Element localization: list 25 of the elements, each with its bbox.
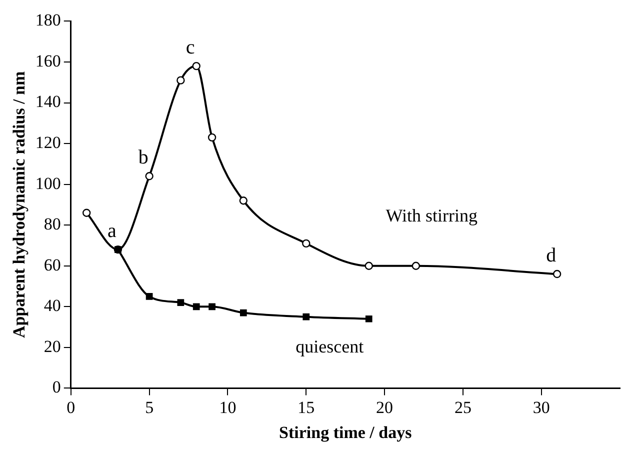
- y-tick-label: 160: [35, 51, 61, 70]
- y-tick-label: 0: [52, 378, 61, 397]
- y-tick-label: 80: [44, 214, 61, 234]
- x-tick-label: 25: [454, 398, 472, 417]
- text: With stirring: [386, 206, 478, 226]
- x-tick-label: 15: [298, 398, 315, 417]
- x-tick-label: 5: [145, 398, 154, 417]
- x-tick-label: 30: [532, 398, 550, 417]
- x-tick-label: 20: [376, 398, 394, 417]
- x-tick-label: 10: [219, 398, 236, 417]
- y-axis-title: Apparent hydrodynamic radius / nm: [10, 71, 29, 338]
- y-tick-label: 120: [35, 133, 61, 152]
- y-tick-label: 40: [44, 296, 61, 316]
- y-tick-label: 20: [44, 336, 61, 356]
- annotation: d: [546, 244, 556, 266]
- y-tick-label: 140: [35, 92, 61, 112]
- annotation: c: [186, 36, 195, 58]
- y-tick-label: 100: [35, 174, 61, 193]
- x-axis-title: Stiring time / days: [279, 423, 412, 442]
- series-label: quiescent: [296, 336, 364, 357]
- annotation: b: [138, 146, 148, 168]
- y-tick-label: 60: [44, 255, 61, 274]
- x-tick-label: 0: [66, 398, 76, 417]
- annotation: a: [108, 220, 117, 242]
- y-tick-label: 180: [35, 10, 61, 30]
